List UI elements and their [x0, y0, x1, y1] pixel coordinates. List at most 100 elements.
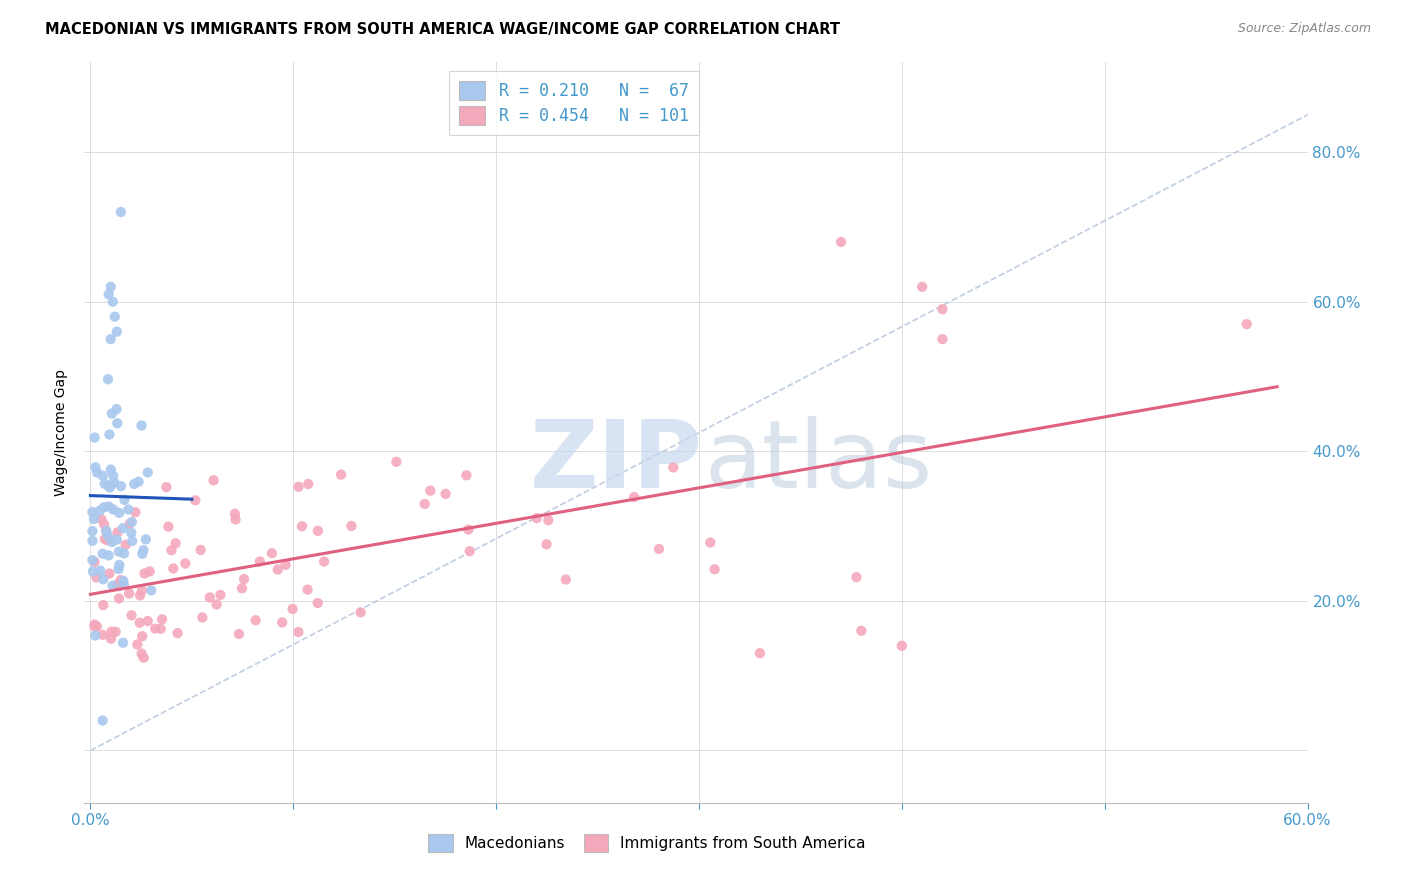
Point	[209, 588, 232, 602]
Point	[537, 513, 560, 527]
Point	[101, 407, 124, 421]
Point	[703, 562, 725, 576]
Point	[287, 480, 309, 494]
Point	[108, 506, 131, 520]
Point	[297, 477, 319, 491]
Point	[100, 624, 122, 639]
Point	[131, 418, 153, 433]
Point	[82, 565, 104, 579]
Point	[314, 554, 336, 568]
Point	[131, 583, 153, 598]
Point	[97, 479, 120, 493]
Point	[86, 466, 108, 480]
Point	[121, 515, 143, 529]
Point	[84, 628, 107, 642]
Point	[160, 543, 183, 558]
Point	[103, 475, 125, 490]
Point	[233, 572, 256, 586]
Point	[174, 557, 197, 571]
Point	[121, 533, 143, 548]
Point	[91, 714, 114, 728]
Point	[122, 477, 145, 491]
Point	[166, 626, 188, 640]
Point	[225, 512, 247, 526]
Point	[143, 622, 166, 636]
Point	[96, 524, 118, 538]
Point	[114, 538, 136, 552]
Point	[132, 543, 155, 558]
Point	[107, 562, 129, 576]
Point	[648, 541, 671, 556]
Point	[108, 591, 131, 606]
Legend: Macedonians, Immigrants from South America: Macedonians, Immigrants from South Ameri…	[422, 829, 872, 858]
Point	[830, 235, 852, 249]
Point	[120, 525, 142, 540]
Point	[136, 466, 159, 480]
Point	[86, 570, 108, 584]
Point	[307, 596, 329, 610]
Point	[94, 524, 117, 538]
Point	[931, 302, 953, 317]
Point	[128, 475, 150, 489]
Point	[97, 287, 120, 301]
Point	[662, 460, 685, 475]
Point	[138, 565, 160, 579]
Point	[101, 579, 124, 593]
Point	[101, 294, 124, 309]
Point	[91, 598, 114, 612]
Point	[224, 507, 246, 521]
Point	[105, 578, 128, 592]
Point	[91, 547, 114, 561]
Point	[155, 480, 177, 494]
Point	[97, 500, 120, 514]
Point	[97, 529, 120, 543]
Point	[107, 525, 129, 540]
Point	[136, 614, 159, 628]
Point	[110, 573, 132, 587]
Point	[132, 650, 155, 665]
Text: Source: ZipAtlas.com: Source: ZipAtlas.com	[1237, 22, 1371, 36]
Point	[118, 586, 141, 600]
Point	[83, 512, 105, 526]
Point	[107, 579, 129, 593]
Point	[89, 564, 111, 578]
Point	[297, 582, 319, 597]
Point	[82, 553, 104, 567]
Point	[260, 546, 283, 560]
Point	[91, 628, 114, 642]
Point	[100, 479, 122, 493]
Point	[111, 636, 134, 650]
Point	[131, 629, 153, 643]
Point	[191, 610, 214, 624]
Point	[82, 524, 104, 538]
Point	[93, 500, 115, 515]
Point	[287, 625, 309, 640]
Point	[93, 517, 115, 532]
Point	[536, 537, 558, 551]
Point	[271, 615, 294, 630]
Point	[157, 519, 180, 533]
Point	[554, 573, 576, 587]
Point	[274, 558, 297, 572]
Point	[97, 372, 120, 386]
Point	[413, 497, 436, 511]
Point	[198, 591, 221, 605]
Point	[89, 504, 111, 518]
Point	[108, 558, 131, 572]
Point	[104, 624, 127, 639]
Point	[91, 468, 114, 483]
Point	[131, 647, 153, 661]
Text: ZIP: ZIP	[530, 417, 703, 508]
Point	[131, 547, 153, 561]
Point	[105, 402, 128, 417]
Point	[184, 493, 207, 508]
Point	[340, 519, 363, 533]
Point	[100, 462, 122, 476]
Point	[456, 468, 478, 483]
Point	[129, 589, 152, 603]
Point	[104, 310, 127, 324]
Point	[307, 524, 329, 538]
Point	[111, 521, 134, 535]
Point	[228, 627, 250, 641]
Point	[83, 431, 105, 445]
